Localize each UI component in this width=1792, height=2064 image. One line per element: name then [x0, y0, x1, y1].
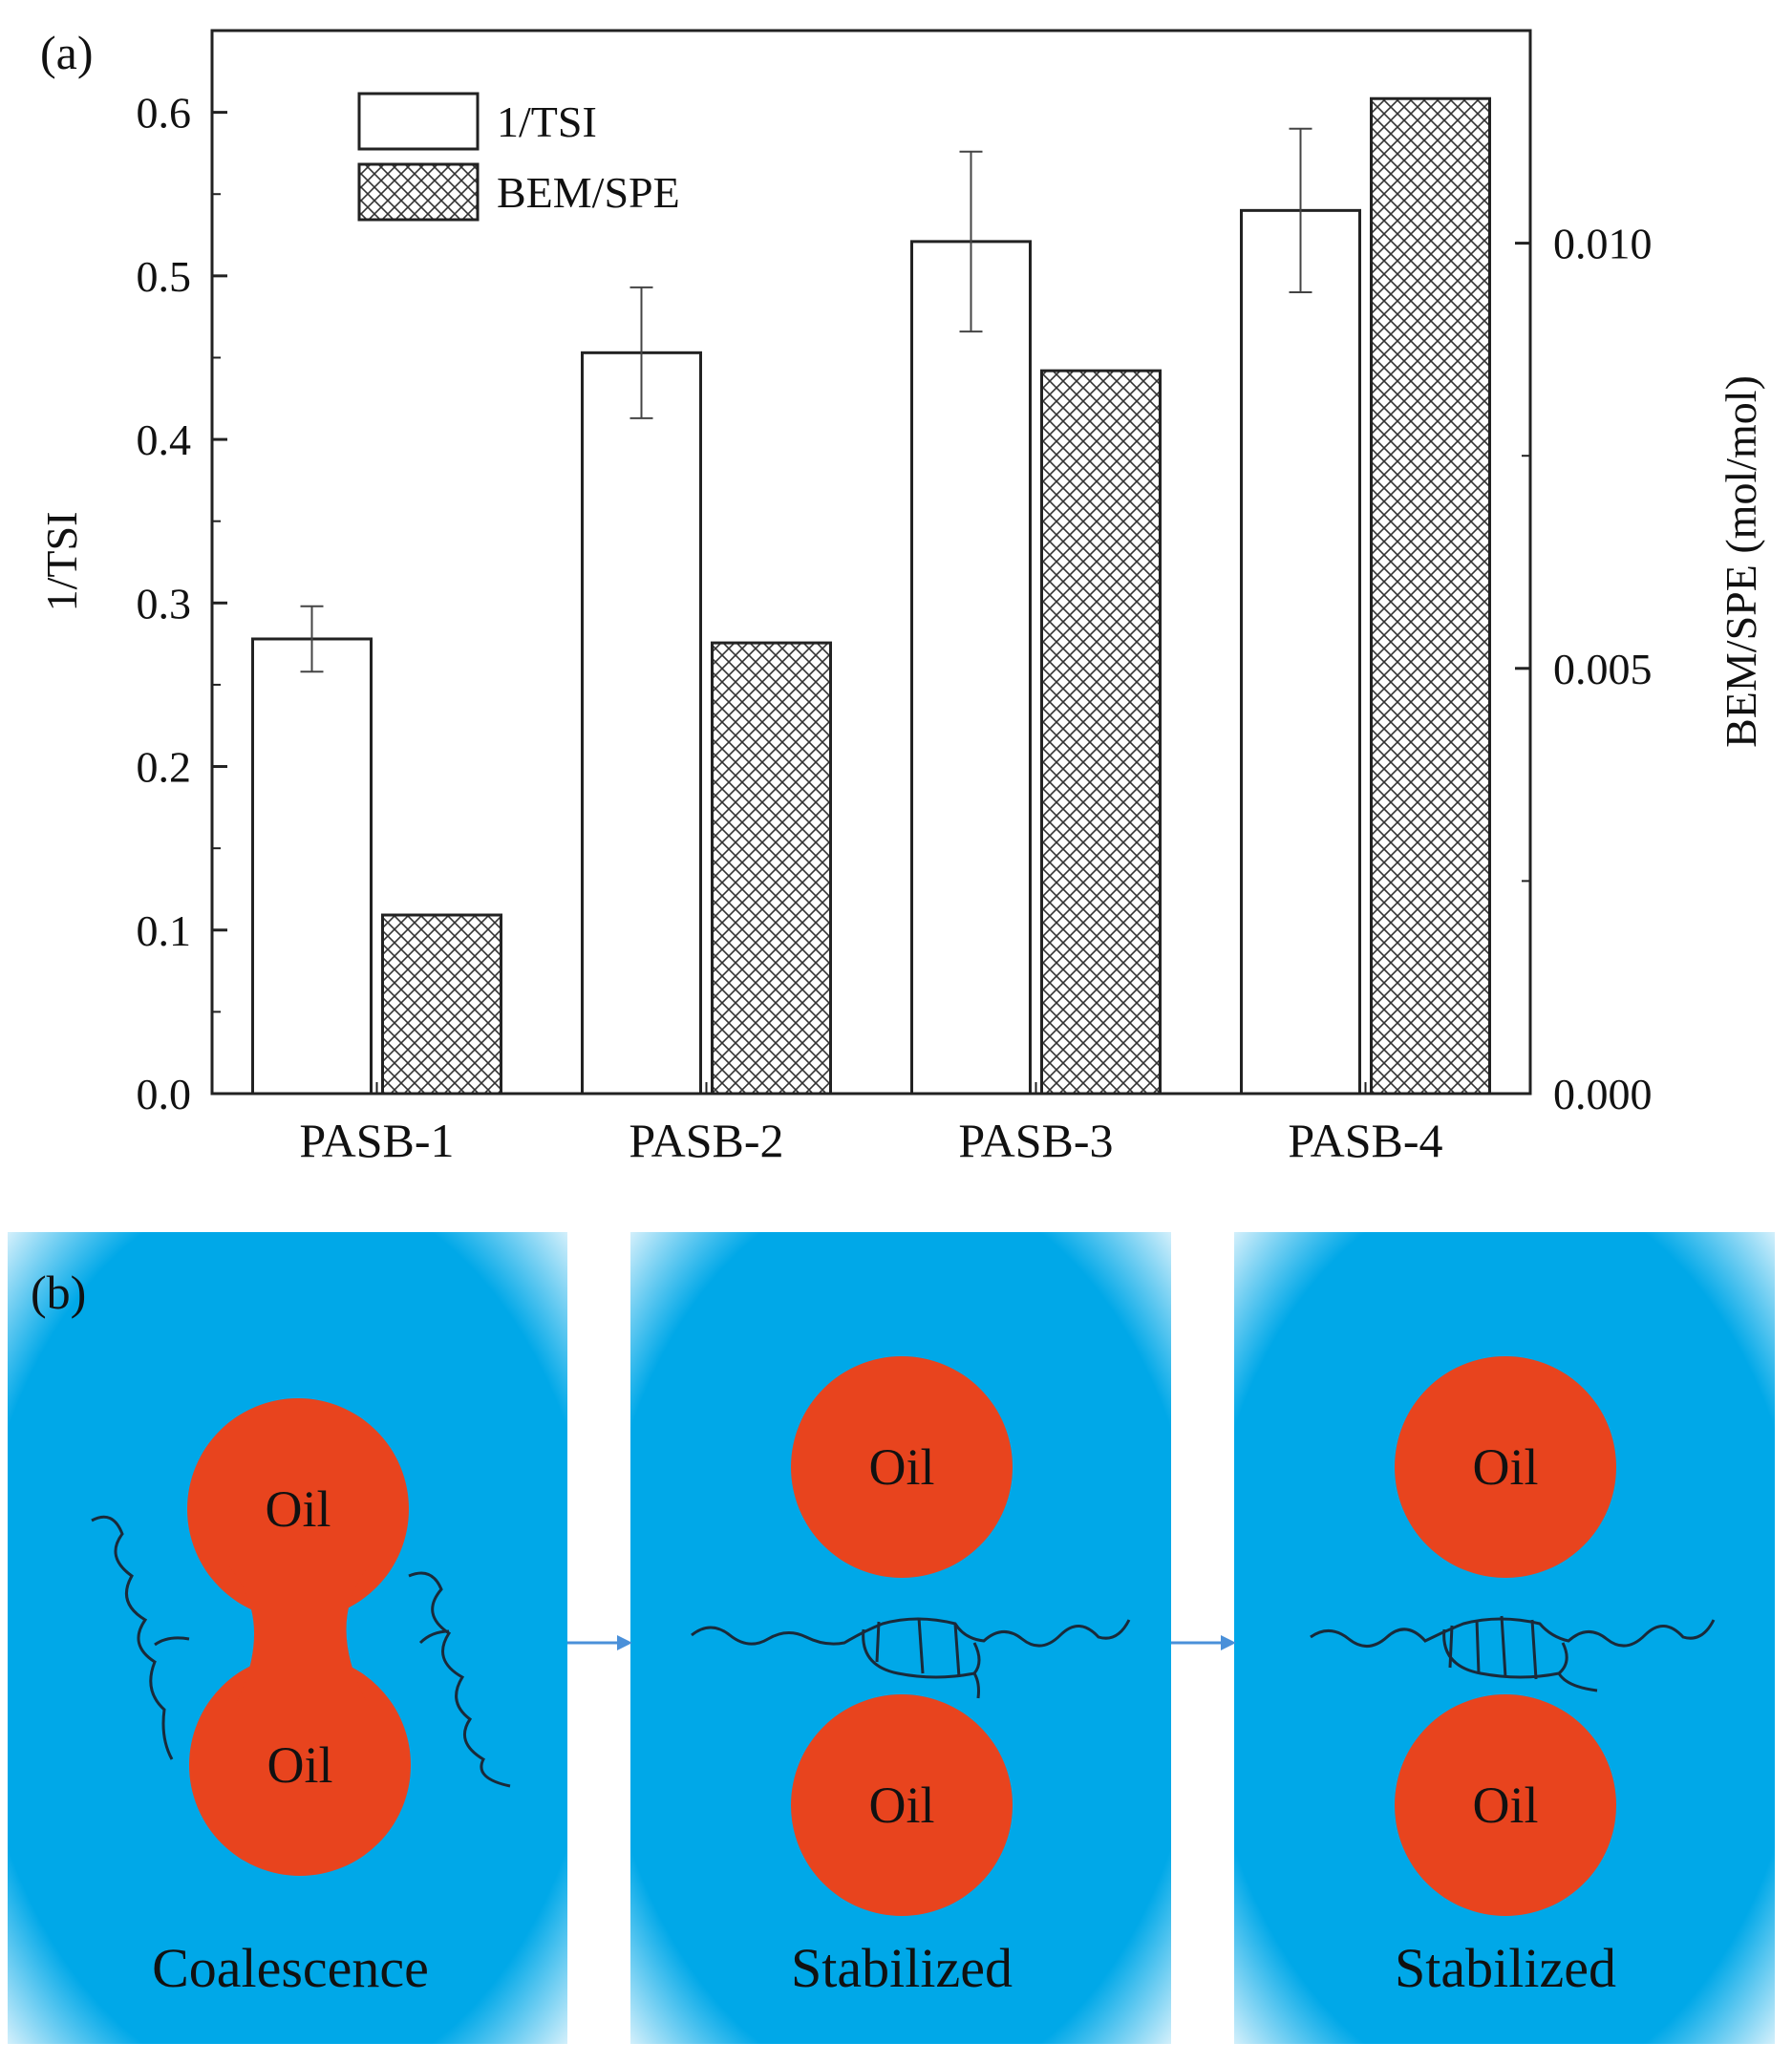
bar-bem-spe	[383, 915, 501, 1094]
legend-swatch-open	[359, 94, 478, 149]
y-right-tick-label: 0.010	[1553, 220, 1653, 268]
y-right-tick-label: 0.000	[1553, 1070, 1653, 1118]
scene-1-caption: Coalescence	[152, 1937, 429, 1999]
y-tick-label: 0.6	[137, 89, 192, 138]
legend-swatch-hatch	[359, 164, 478, 220]
bar-1-tsi	[583, 352, 701, 1094]
bar-1-tsi	[1242, 210, 1360, 1094]
legend: 1/TSI BEM/SPE	[359, 94, 680, 220]
scene-3-caption: Stabilized	[1395, 1937, 1616, 1999]
figure: (a) 0.0 0.1 0.2 0.3 0.4 0.5 0.6 0.000 0.005 0.01…	[0, 0, 1792, 2059]
bar-bem-spe	[1042, 371, 1161, 1094]
y-right-tick-label: 0.005	[1553, 645, 1653, 693]
scene-1-oil-top: Oil	[265, 1480, 331, 1538]
scene-2-caption: Stabilized	[791, 1937, 1013, 1999]
bar-1-tsi	[912, 242, 1031, 1094]
y-axis-title: 1/TSI	[37, 512, 86, 612]
x-category-label: PASB-1	[299, 1114, 454, 1167]
bars	[253, 98, 1490, 1094]
panel-a-label: (a)	[40, 26, 94, 79]
panel-b-label: (b)	[31, 1266, 86, 1319]
scene-3-oil-bottom: Oil	[1472, 1777, 1538, 1834]
y-tick-label: 0.0	[137, 1070, 192, 1118]
right-axis: 0.000 0.005 0.010	[1515, 220, 1653, 1118]
x-category-label: PASB-4	[1288, 1114, 1442, 1167]
scene-2-oil-top: Oil	[868, 1438, 934, 1496]
bar-bem-spe	[713, 643, 831, 1094]
arrow-right-icon	[567, 1635, 632, 1650]
x-category-label: PASB-3	[958, 1114, 1113, 1167]
y-axis-right-title: BEM/SPE (mol/mol)	[1717, 375, 1765, 748]
y-tick-label: 0.4	[137, 415, 192, 464]
y-tick-label: 0.1	[137, 906, 192, 955]
legend-label-1: 1/TSI	[497, 97, 597, 146]
scene-1-oil-bottom: Oil	[267, 1736, 332, 1794]
bar-1-tsi	[253, 639, 372, 1094]
panel-b: (b) Oil Oil Oil Oil	[8, 1232, 1775, 2044]
legend-label-2: BEM/SPE	[497, 168, 680, 217]
bar-bem-spe	[1372, 98, 1490, 1094]
y-tick-label: 0.2	[137, 743, 192, 792]
category-labels: PASB-1 PASB-2 PASB-3 PASB-4	[299, 1114, 1442, 1167]
scene-3-oil-top: Oil	[1472, 1438, 1538, 1496]
x-category-label: PASB-2	[629, 1114, 783, 1167]
arrow-right-icon	[1171, 1635, 1236, 1650]
y-tick-label: 0.3	[137, 579, 192, 628]
scene-2-water	[630, 1232, 1171, 2044]
scene-2-oil-bottom: Oil	[868, 1777, 934, 1834]
y-tick-label: 0.5	[137, 252, 192, 301]
left-axis: 0.0 0.1 0.2 0.3 0.4 0.5 0.6	[137, 89, 228, 1118]
